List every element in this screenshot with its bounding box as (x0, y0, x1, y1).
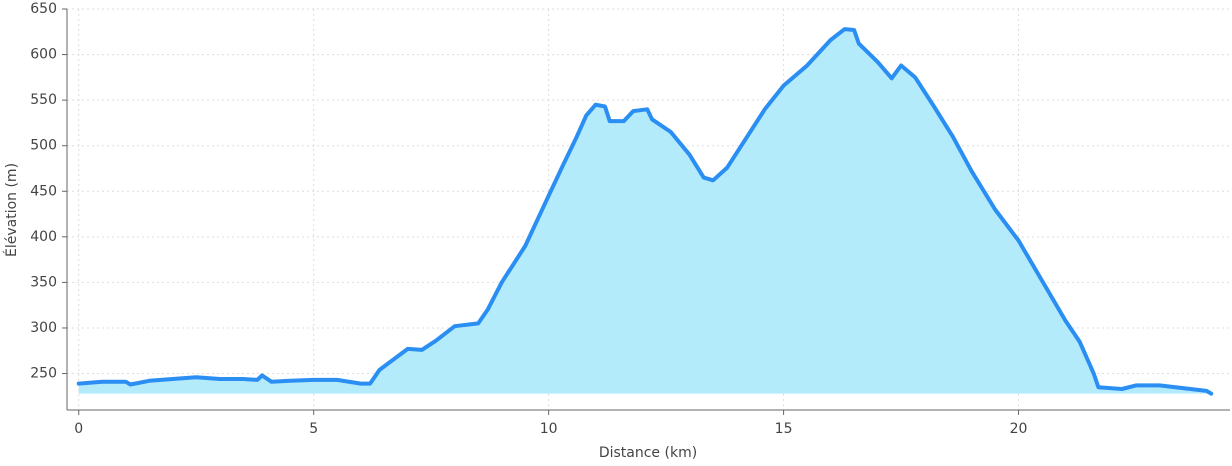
x-tick-label: 5 (309, 421, 318, 437)
y-tick-label: 600 (30, 47, 57, 63)
y-tick-label: 250 (30, 366, 57, 382)
x-tick-label: 10 (540, 421, 558, 437)
y-tick-label: 350 (30, 274, 57, 290)
y-axis-label: Élévation (m) (3, 163, 20, 257)
x-tick-label: 0 (74, 421, 83, 437)
y-tick-label: 300 (30, 320, 57, 336)
y-tick-label: 650 (30, 1, 57, 17)
y-tick-label: 450 (30, 183, 57, 199)
area (78, 29, 1212, 394)
x-tick-label: 20 (1010, 421, 1028, 437)
y-tick-label: 400 (30, 229, 57, 245)
x-tick-label: 15 (775, 421, 793, 437)
y-tick-label: 500 (30, 138, 57, 154)
line (76, 27, 1214, 396)
y-tick-label: 550 (30, 92, 57, 108)
x-axis-label: Distance (km) (599, 445, 697, 461)
